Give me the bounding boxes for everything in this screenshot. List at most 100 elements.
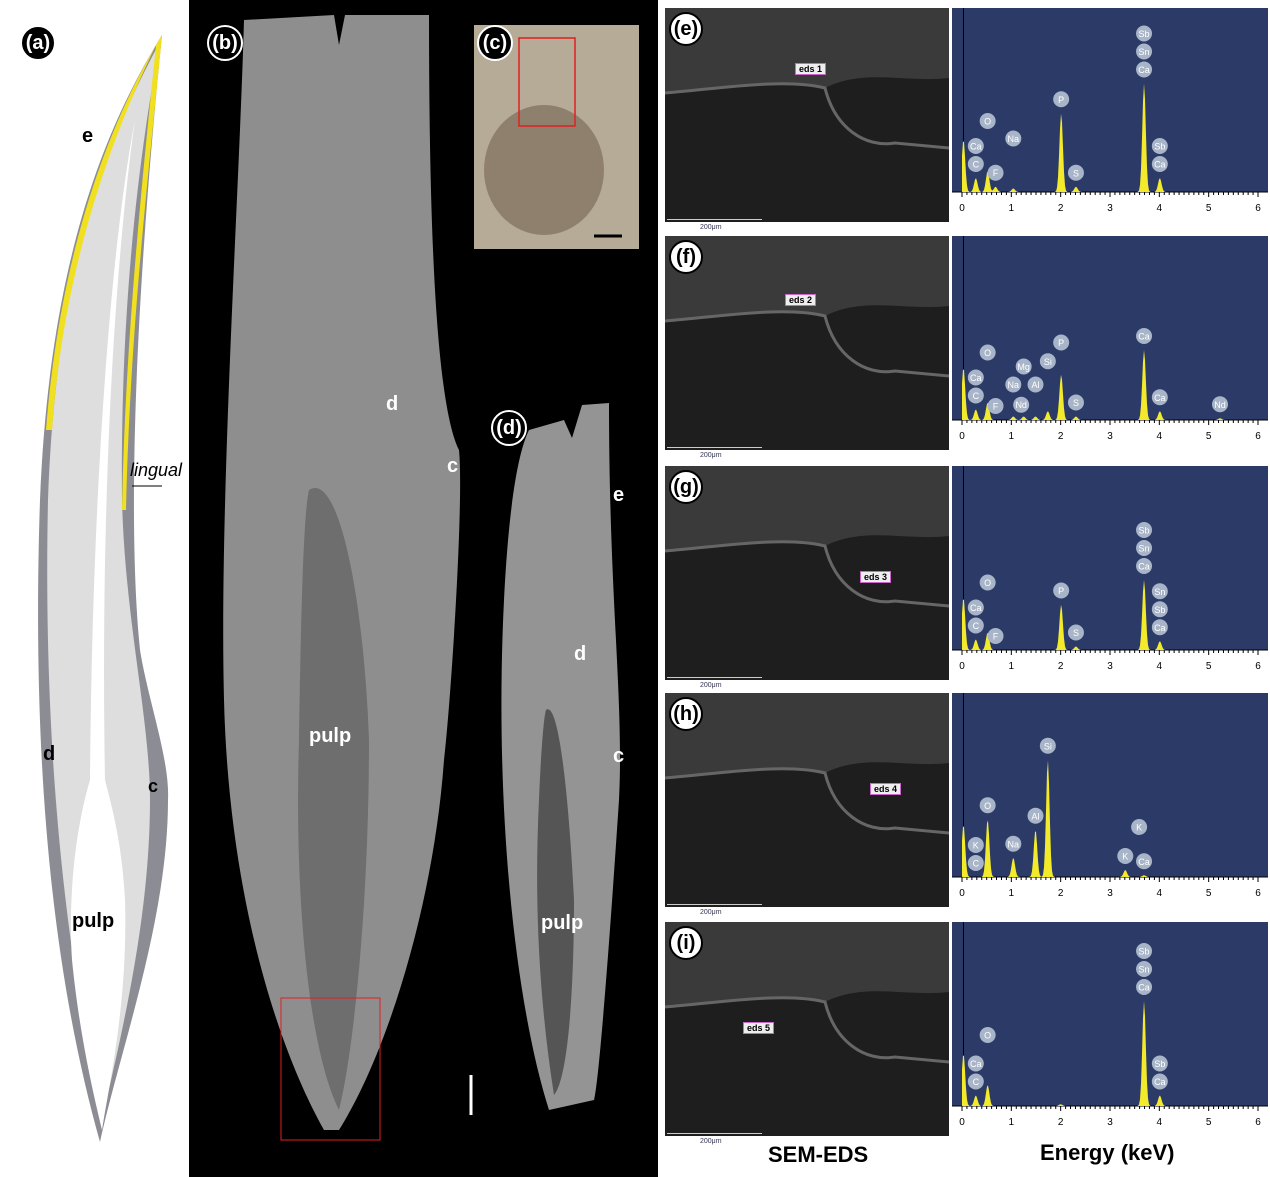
svg-text:Al: Al [1031, 380, 1039, 390]
element-label: C [967, 156, 984, 172]
cementum-label: c [148, 776, 159, 796]
eds-spectrum: 0 1 2 3 4 5 6 C Ca O F P S Ca Sn Sb Ca Sb Sn [952, 466, 1268, 688]
pulp-label: pulp [309, 725, 352, 747]
element-label: Si [1039, 353, 1056, 370]
element-label: K [1117, 848, 1134, 864]
svg-text:Sn: Sn [1139, 965, 1150, 975]
x-tick-label: 0 [959, 1117, 965, 1128]
element-label: Ca [1136, 558, 1153, 574]
panel-label: (d) [491, 410, 527, 446]
element-label: O [979, 574, 996, 591]
element-label: Ca [967, 138, 984, 154]
element-label: P [1053, 582, 1070, 599]
element-label: Ca [967, 1055, 984, 1072]
dentine-label: d [574, 643, 587, 665]
svg-text:Nd: Nd [1015, 400, 1027, 410]
svg-text:Na: Na [1008, 839, 1020, 849]
x-tick-label: 6 [1255, 888, 1261, 899]
lingual-label: lingual [130, 460, 183, 480]
x-tick-label: 3 [1107, 888, 1113, 899]
enamel-label: e [613, 484, 625, 506]
element-label: S [1067, 164, 1084, 181]
eds-spot-label: eds 4 [870, 783, 902, 795]
element-label: Sb [1151, 601, 1168, 618]
element-label: Ca [967, 369, 984, 386]
svg-text:F: F [993, 401, 999, 411]
svg-text:S: S [1073, 168, 1079, 178]
svg-text:Si: Si [1044, 741, 1052, 751]
x-tick-label: 3 [1107, 203, 1113, 214]
element-label: F [987, 627, 1004, 644]
sem-image: (e) eds 1 [665, 8, 949, 222]
panel-label: (g) [669, 470, 703, 504]
svg-text:Ca: Ca [1138, 65, 1150, 75]
svg-text:P: P [1058, 95, 1064, 105]
element-label: O [979, 797, 996, 814]
svg-text:Sb: Sb [1154, 1059, 1165, 1069]
scale-label: 200μm [700, 1138, 722, 1145]
x-tick-label: 0 [959, 661, 965, 672]
scale-bar [667, 1133, 762, 1134]
sem-image: (g) eds 3 [665, 466, 949, 680]
scale-label: 200μm [700, 682, 722, 689]
cementum-label: c [447, 455, 459, 477]
element-label: Sb [1136, 943, 1153, 959]
panel-a: (a) e d c pulp lingual [0, 0, 188, 1177]
scale-bar [667, 219, 762, 220]
x-tick-label: 5 [1206, 203, 1212, 214]
element-label: Ca [1151, 389, 1168, 406]
element-label: Ca [967, 599, 984, 616]
x-tick-label: 5 [1206, 1117, 1212, 1128]
x-tick-label: 0 [959, 431, 965, 442]
element-label: Ca [1136, 853, 1153, 870]
element-label: Ca [1136, 61, 1153, 78]
element-label: Sb [1151, 1055, 1168, 1072]
svg-text:Al: Al [1031, 811, 1039, 821]
sem-eds-caption: SEM-EDS [768, 1142, 869, 1167]
energy-axis-caption: Energy (keV) [1040, 1140, 1175, 1165]
svg-text:Sb: Sb [1154, 605, 1165, 615]
panel-label: (h) [669, 697, 703, 731]
svg-text:Ca: Ca [1154, 623, 1166, 633]
x-tick-label: 3 [1107, 1117, 1113, 1128]
x-tick-label: 5 [1206, 888, 1212, 899]
svg-text:Sn: Sn [1139, 544, 1150, 554]
svg-text:Ca: Ca [1154, 1077, 1166, 1087]
svg-text:Ca: Ca [1138, 332, 1150, 342]
scale-bar [667, 904, 762, 905]
panel-label: (e) [669, 12, 703, 46]
element-label: Na [1005, 835, 1022, 852]
element-label: Al [1027, 376, 1044, 393]
svg-text:O: O [984, 116, 991, 126]
sem-image: (i) eds 5 [665, 922, 949, 1136]
svg-text:O: O [984, 348, 991, 358]
element-label: Sn [1136, 540, 1153, 556]
element-label: Sn [1151, 583, 1168, 600]
element-label: P [1053, 334, 1070, 351]
dentine-label: d [43, 743, 56, 765]
svg-text:O: O [984, 1031, 991, 1041]
eds-spectrum: 0 1 2 3 4 5 6 C Ca O F Na Nd Mg Al Si P S Ca Ca Nd [952, 236, 1268, 458]
element-label: Sn [1136, 961, 1153, 977]
x-tick-label: 1 [1009, 661, 1015, 672]
x-tick-label: 2 [1058, 888, 1064, 899]
element-label: F [987, 164, 1004, 181]
element-label: Si [1039, 737, 1056, 754]
panel-label: (a) [20, 25, 56, 61]
dentine-label: d [386, 393, 399, 415]
element-label: O [979, 344, 996, 361]
element-label: Na [1005, 130, 1022, 147]
eds-spot-label: eds 3 [860, 571, 892, 583]
x-tick-label: 6 [1255, 431, 1261, 442]
svg-text:C: C [973, 1077, 980, 1087]
scale-label: 200μm [700, 224, 722, 231]
x-tick-label: 6 [1255, 1117, 1261, 1128]
x-tick-label: 0 [959, 203, 965, 214]
element-label: C [967, 855, 984, 871]
x-tick-label: 4 [1157, 661, 1163, 672]
element-label: S [1067, 394, 1084, 411]
svg-text:P: P [1058, 338, 1064, 348]
element-label: K [1131, 818, 1148, 835]
panel-label: (i) [669, 926, 703, 960]
svg-text:F: F [993, 631, 999, 641]
